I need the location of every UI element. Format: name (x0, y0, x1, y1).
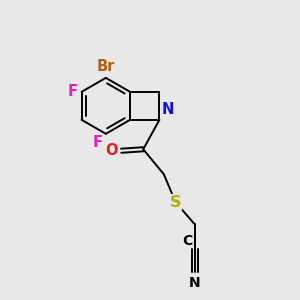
Text: C: C (182, 234, 192, 248)
Text: N: N (189, 276, 201, 290)
Text: S: S (170, 195, 182, 210)
Text: Br: Br (97, 59, 115, 74)
Text: O: O (106, 143, 118, 158)
Text: N: N (162, 103, 174, 118)
Text: F: F (92, 135, 102, 150)
Text: F: F (68, 84, 78, 99)
